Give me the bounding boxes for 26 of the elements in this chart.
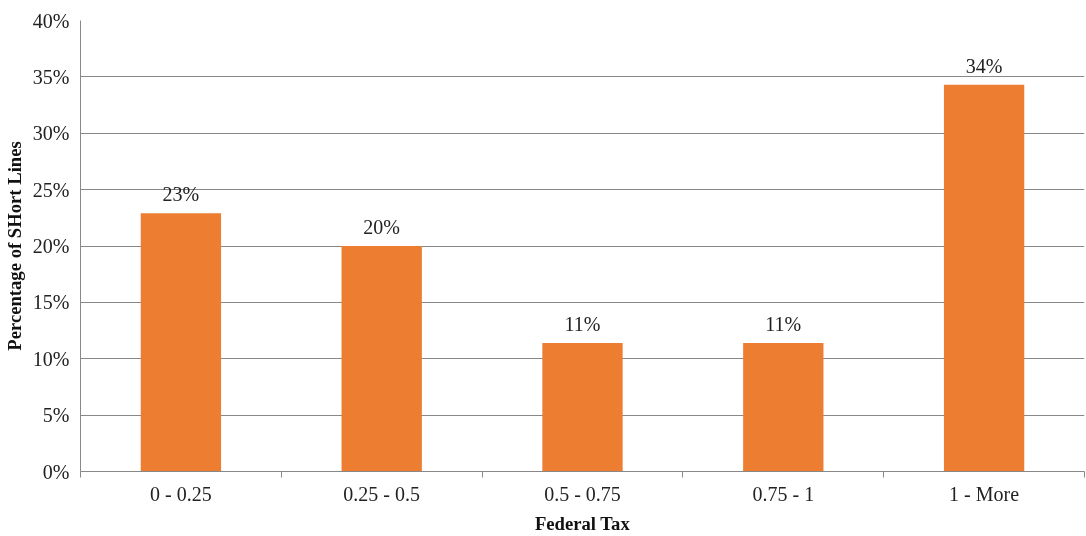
data-label: 11% [765, 312, 802, 335]
x-tick-label: 1 - More [949, 482, 1020, 505]
y-tick-label: 15% [32, 291, 70, 314]
y-tick-label: 20% [32, 235, 70, 257]
bar [743, 342, 824, 472]
bar [542, 342, 623, 472]
y-tick-label: 30% [32, 122, 70, 145]
y-tick-label: 40% [32, 9, 70, 32]
y-tick-label: 10% [32, 347, 70, 370]
x-tick-label: 0.25 - 0.5 [343, 482, 421, 505]
y-tick-label: 0% [42, 460, 70, 483]
data-label: 34% [965, 54, 1003, 77]
data-label: 11% [564, 312, 601, 335]
x-axis-title: Federal Tax [534, 512, 631, 534]
y-tick-label: 25% [32, 178, 70, 201]
bar [943, 84, 1025, 472]
x-tick-label: 0 - 0.25 [150, 482, 212, 505]
data-label: 20% [363, 216, 401, 238]
y-tick-label: 5% [42, 404, 70, 427]
bar [140, 213, 222, 472]
bar [341, 246, 422, 472]
data-label: 23% [162, 183, 200, 206]
x-tick-label: 0.75 - 1 [752, 482, 815, 505]
x-tick-label: 0.5 - 0.75 [544, 482, 621, 505]
y-tick-label: 35% [32, 65, 70, 88]
y-axis-title: Percentage of SHort Lines [3, 141, 25, 351]
